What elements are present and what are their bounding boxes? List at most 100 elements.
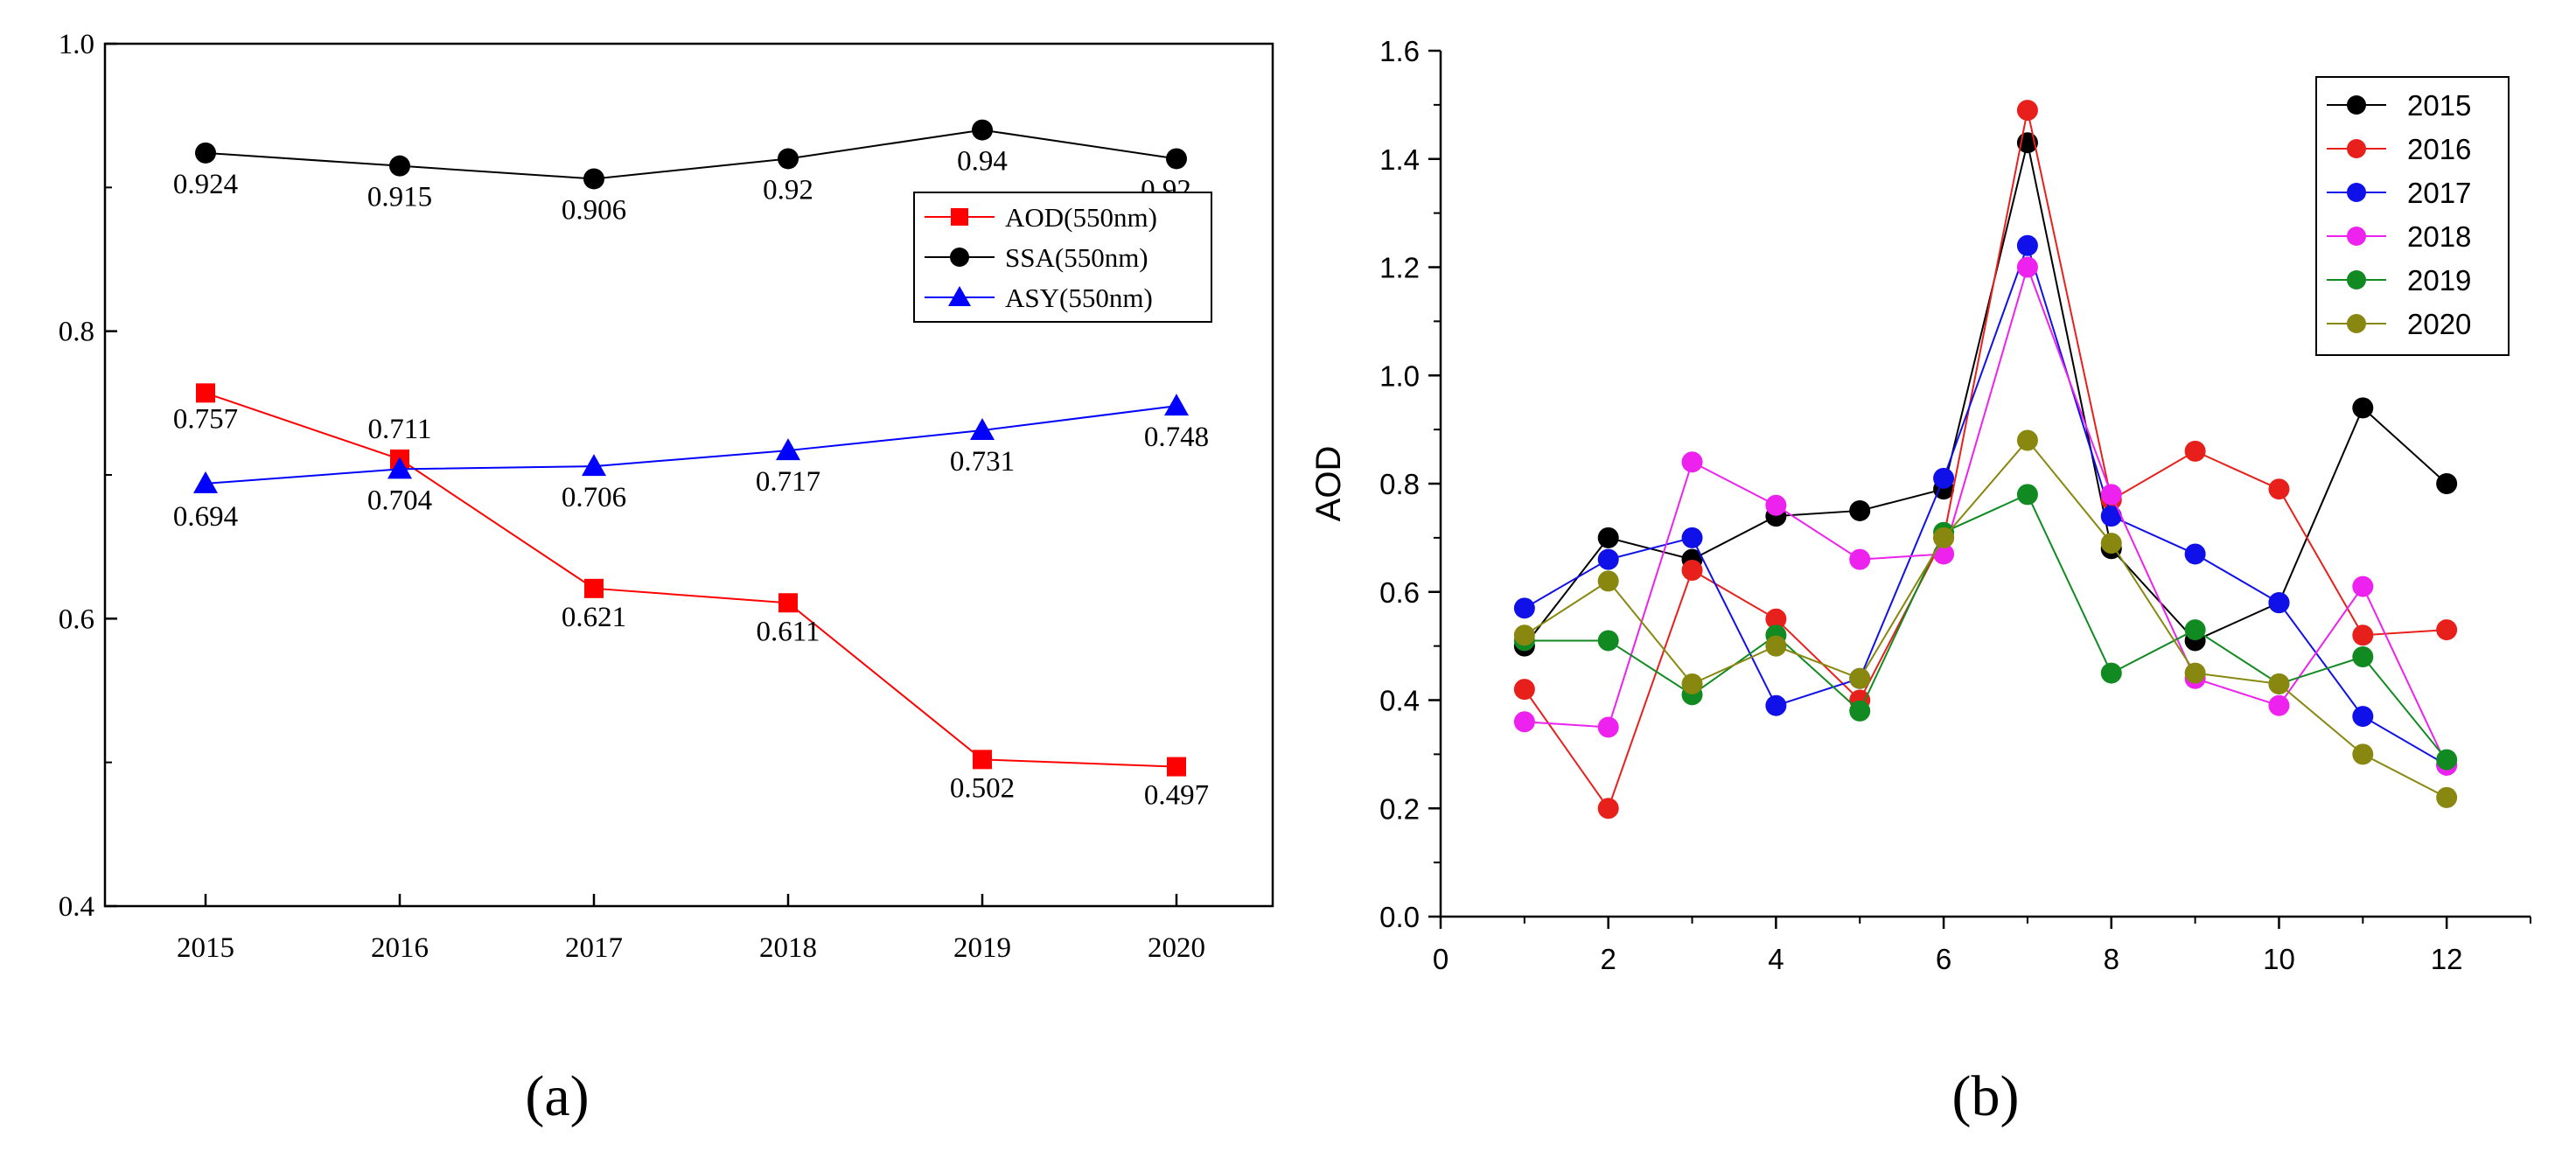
data-point-circle	[972, 119, 993, 141]
y-tick-label: 0.8	[1379, 468, 1420, 500]
data-point-circle	[583, 168, 604, 190]
data-point-triangle	[1164, 394, 1189, 416]
data-point	[1597, 548, 1619, 570]
series-line	[205, 392, 1177, 768]
series-line	[205, 129, 1177, 180]
y-tick-label: 0.8	[59, 317, 94, 348]
x-tick-label: 2018	[759, 932, 817, 964]
data-point	[1933, 467, 1955, 489]
panel-label-a: (a)	[525, 1064, 589, 1128]
data-point-square	[196, 383, 215, 403]
data-point-triangle	[387, 457, 412, 479]
data-point	[2436, 473, 2458, 494]
y-tick-label: 0.0	[1379, 901, 1420, 933]
data-point-circle	[389, 155, 410, 177]
data-point	[1513, 711, 1535, 733]
series-line	[1524, 142, 2447, 647]
legend: AOD(550nm) SSA(550nm) ASY(550nm)	[913, 192, 1212, 323]
data-point-triangle	[776, 438, 800, 461]
data-point-square	[973, 750, 992, 770]
legend-label: 2016	[2407, 133, 2471, 165]
y-axis-title: AOD	[1309, 446, 1348, 522]
data-point-triangle	[193, 471, 218, 493]
legend-label: 2018	[2407, 220, 2471, 253]
series-line	[1524, 493, 2447, 761]
data-point	[2016, 100, 2038, 122]
legend-marker	[950, 248, 969, 267]
data-point	[2100, 662, 2122, 684]
data-label: 0.731	[950, 446, 1015, 478]
data-point	[1849, 548, 1871, 570]
data-point-square	[1167, 757, 1186, 777]
data-point	[1681, 673, 1703, 694]
series-line	[205, 405, 1177, 485]
x-tick-label: 8	[2104, 943, 2119, 975]
data-point	[2184, 619, 2206, 641]
data-point	[1765, 694, 1787, 716]
series-line	[1524, 438, 2447, 799]
data-point-circle	[778, 148, 799, 170]
data-label: 0.704	[367, 485, 432, 516]
data-point-triangle	[970, 418, 995, 441]
data-point	[1681, 451, 1703, 473]
data-label: 0.497	[1144, 780, 1209, 812]
legend-marker	[2347, 139, 2366, 158]
data-point	[2352, 397, 2374, 419]
data-point	[2436, 619, 2458, 641]
data-point	[2268, 694, 2290, 716]
panel-a-chart: 0.4 0.6 0.8 1.0 2015 2016 2017 2018 2019 2020 0.75…	[59, 29, 1274, 1128]
data-label: 0.757	[173, 403, 238, 435]
y-tick-label: 0.2	[1379, 792, 1420, 825]
data-point	[1849, 700, 1871, 722]
legend-label: SSA(550nm)	[1005, 242, 1148, 273]
legend-label: 2019	[2407, 264, 2471, 296]
x-tick-label: 2020	[1148, 932, 1205, 964]
x-tick-label: 2015	[177, 932, 234, 964]
data-point	[2184, 543, 2206, 565]
data-point	[2100, 533, 2122, 555]
legend-label: AOD(550nm)	[1005, 202, 1157, 233]
y-tick-label: 1.0	[59, 29, 94, 60]
data-point	[1597, 630, 1619, 652]
data-point-square	[778, 593, 798, 613]
data-point	[2016, 429, 2038, 451]
legend-label: 2020	[2407, 308, 2471, 340]
data-point	[1933, 527, 1955, 548]
series-2020	[1513, 429, 2458, 808]
x-tick-label: 2017	[565, 932, 623, 964]
legend-marker	[2347, 227, 2366, 246]
data-point	[1513, 624, 1535, 646]
data-point	[2100, 506, 2122, 527]
data-label: 0.502	[950, 772, 1015, 804]
series-line	[1524, 264, 2448, 766]
data-point	[2352, 743, 2374, 765]
data-point	[1765, 608, 1787, 630]
x-tick-label: 2019	[953, 932, 1011, 964]
y-tick-label: 0.4	[1379, 685, 1420, 717]
y-tick-label: 1.6	[1379, 35, 1420, 67]
data-point	[1849, 499, 1871, 521]
data-point	[1681, 527, 1703, 548]
x-tick-label: 0	[1433, 943, 1449, 975]
x-tick-label: 2016	[371, 932, 429, 964]
data-label: 0.694	[173, 501, 238, 533]
legend-marker	[948, 286, 971, 306]
data-point-circle	[195, 142, 216, 164]
data-point	[1597, 570, 1619, 592]
x-tick-label: 12	[2431, 943, 2463, 975]
data-point	[2184, 440, 2206, 462]
data-point-square	[584, 578, 604, 598]
data-point	[1681, 560, 1703, 581]
data-point-triangle	[582, 454, 606, 477]
data-label: 0.915	[367, 182, 432, 213]
data-label: 0.611	[756, 616, 820, 647]
data-point	[1513, 679, 1535, 701]
series-asy-550nm: 0.694 0.704 0.706 0.717 0.731 0.748	[173, 394, 1209, 533]
x-tick-label: 2	[1601, 943, 1616, 975]
legend-box	[2315, 76, 2510, 356]
data-label: 0.711	[367, 414, 431, 445]
legend-marker	[951, 208, 968, 226]
legend-marker	[2347, 270, 2366, 290]
data-point	[2436, 749, 2458, 771]
